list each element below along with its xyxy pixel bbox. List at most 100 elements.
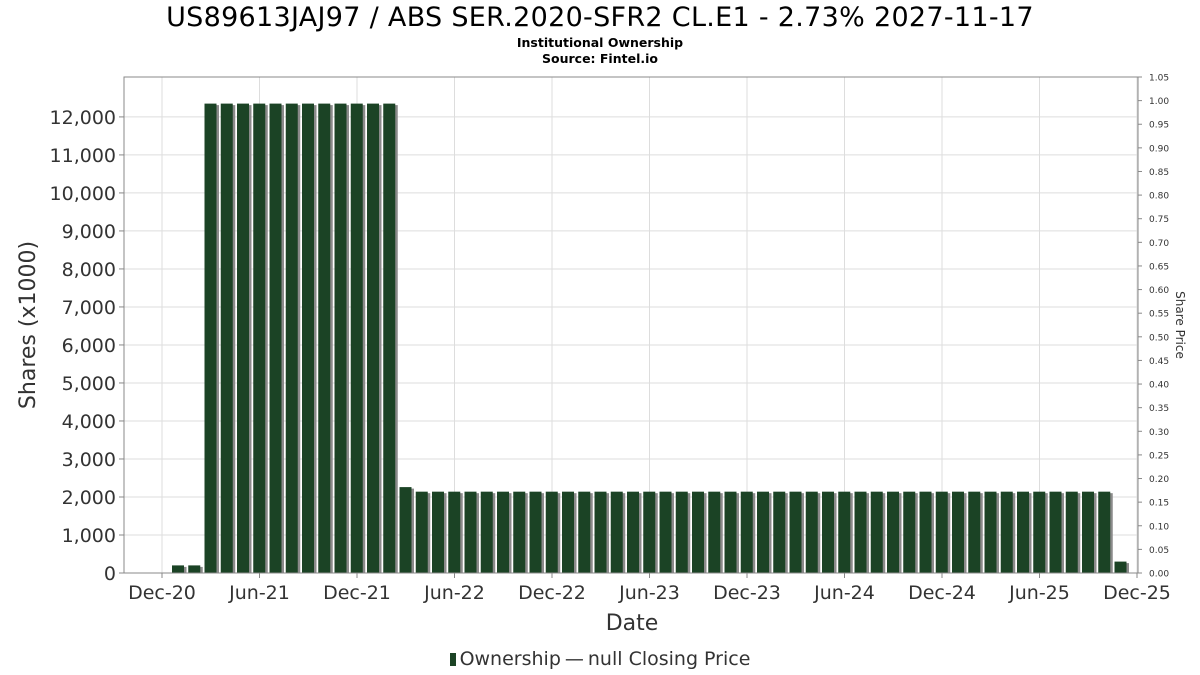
- y-axis-label: Shares (x1000): [16, 241, 41, 409]
- y2-tick-label: 0.55: [1149, 310, 1169, 320]
- ownership-bar: [740, 491, 753, 573]
- y2-axis-ticks: 0.00 0.05 0.10 0.15 0.20 0.25 0.30 0.35 0.40 0.45…: [1138, 74, 1169, 580]
- x-tick-label: Jun-21: [228, 582, 290, 604]
- y2-tick-label: 0.65: [1149, 262, 1169, 272]
- ownership-bars: [172, 103, 1129, 574]
- ownership-bar: [919, 491, 932, 573]
- y2-tick-label: 0.15: [1149, 499, 1169, 509]
- y2-tick-label: 0.10: [1149, 522, 1169, 532]
- y-tick-label: 5,000: [62, 373, 116, 395]
- ownership-bar: [1065, 491, 1078, 573]
- chart-source: Source: Fintel.io: [542, 51, 658, 66]
- ownership-bar: [854, 491, 867, 573]
- y-axis-ticks: 0 1,000 2,000 3,000 4,000 5,000 6,000 7,000 8,00…: [50, 107, 124, 585]
- y2-tick-label: 1.05: [1149, 74, 1169, 84]
- ownership-bar: [237, 103, 249, 574]
- ownership-bar: [464, 491, 477, 573]
- y2-tick-label: 0.50: [1149, 333, 1169, 343]
- y2-tick-label: 0.40: [1149, 381, 1169, 391]
- x-tick-label: Dec-24: [908, 582, 976, 604]
- ownership-bar: [318, 103, 331, 574]
- ownership-bar: [562, 491, 574, 573]
- y-tick-label: 10,000: [50, 183, 116, 205]
- ownership-bar: [968, 491, 981, 573]
- x-tick-label: Jun-24: [813, 582, 875, 604]
- y-tick-label: 3,000: [62, 449, 116, 471]
- ownership-bar: [822, 491, 834, 573]
- x-tick-label: Jun-22: [423, 582, 485, 604]
- y-tick-label: 1,000: [62, 525, 116, 547]
- ownership-bar: [1049, 491, 1062, 573]
- y2-tick-label: 0.20: [1149, 475, 1169, 485]
- ownership-bar: [952, 491, 964, 573]
- ownership-bar: [513, 491, 526, 573]
- y-tick-label: 7,000: [62, 297, 116, 319]
- y2-tick-label: 1.00: [1149, 97, 1169, 107]
- ownership-bar: [367, 103, 379, 574]
- ownership-bar: [285, 103, 298, 574]
- ownership-bar: [594, 491, 607, 573]
- ownership-bar: [172, 565, 184, 573]
- ownership-bar: [805, 491, 818, 573]
- ownership-bar: [610, 491, 623, 573]
- x-tick-label: Dec-20: [128, 582, 196, 604]
- ownership-bar: [432, 491, 444, 573]
- y2-tick-label: 0.25: [1149, 451, 1169, 461]
- ownership-bar: [578, 491, 591, 573]
- y-tick-label: 4,000: [62, 411, 116, 433]
- y2-tick-label: 0.00: [1149, 570, 1169, 580]
- ownership-bar: [984, 491, 997, 573]
- ownership-bar: [220, 103, 233, 574]
- ownership-bar: [334, 103, 347, 574]
- ownership-bar: [903, 491, 916, 573]
- ownership-bar: [757, 491, 769, 573]
- ownership-bar: [204, 103, 217, 574]
- ownership-bar: [269, 103, 282, 574]
- ownership-bar: [935, 491, 948, 573]
- ownership-bar: [708, 491, 721, 573]
- ownership-bar: [1114, 561, 1127, 573]
- y2-tick-label: 0.85: [1149, 168, 1169, 178]
- ownership-bar: [480, 491, 493, 573]
- ownership-bar: [188, 565, 201, 573]
- y-tick-label: 8,000: [62, 259, 116, 281]
- x-axis-ticks: Dec-20 Jun-21 Dec-21 Jun-22 Dec-22 Jun-23 Dec-…: [128, 573, 1171, 604]
- ownership-bar: [627, 491, 639, 573]
- y2-tick-label: 0.35: [1149, 404, 1169, 414]
- ownership-bar: [1017, 491, 1029, 573]
- ownership-bar: [870, 491, 883, 573]
- y-tick-label: 11,000: [50, 145, 116, 167]
- ownership-bar: [692, 491, 704, 573]
- ownership-bar: [838, 491, 851, 573]
- y-tick-label: 2,000: [62, 487, 116, 509]
- ownership-bar: [253, 103, 266, 574]
- ownership-bar: [675, 491, 688, 573]
- ownership-bar: [1082, 491, 1094, 573]
- x-tick-label: Jun-25: [1008, 582, 1070, 604]
- y2-tick-label: 0.90: [1149, 144, 1169, 154]
- x-tick-label: Dec-22: [518, 582, 586, 604]
- y-tick-label: 9,000: [62, 221, 116, 243]
- y2-tick-label: 0.60: [1149, 286, 1169, 296]
- ownership-bar: [448, 491, 461, 573]
- ownership-bar: [724, 491, 737, 573]
- y2-tick-label: 0.05: [1149, 546, 1169, 556]
- y-tick-label: 0: [104, 563, 116, 585]
- plot-frame: [123, 76, 1139, 574]
- ownership-bar: [545, 491, 558, 573]
- y2-axis-label: Share Price: [1173, 291, 1187, 359]
- ownership-bar: [383, 103, 396, 574]
- x-tick-label: Dec-23: [713, 582, 781, 604]
- closing-price-line-icon: —: [564, 648, 584, 670]
- ownership-bar: [789, 491, 802, 573]
- y-tick-label: 6,000: [62, 335, 116, 357]
- x-tick-label: Dec-21: [323, 582, 391, 604]
- chart-title: US89613JAJ97 / ABS SER.2020-SFR2 CL.E1 -…: [166, 2, 1034, 33]
- ownership-bar: [350, 103, 363, 574]
- y2-tick-label: 0.45: [1149, 357, 1169, 367]
- ownership-bar: [887, 491, 899, 573]
- ownership-bar: [529, 491, 542, 573]
- y2-tick-label: 0.30: [1149, 428, 1169, 438]
- ownership-bar: [773, 491, 786, 573]
- x-axis-label: Date: [606, 611, 659, 636]
